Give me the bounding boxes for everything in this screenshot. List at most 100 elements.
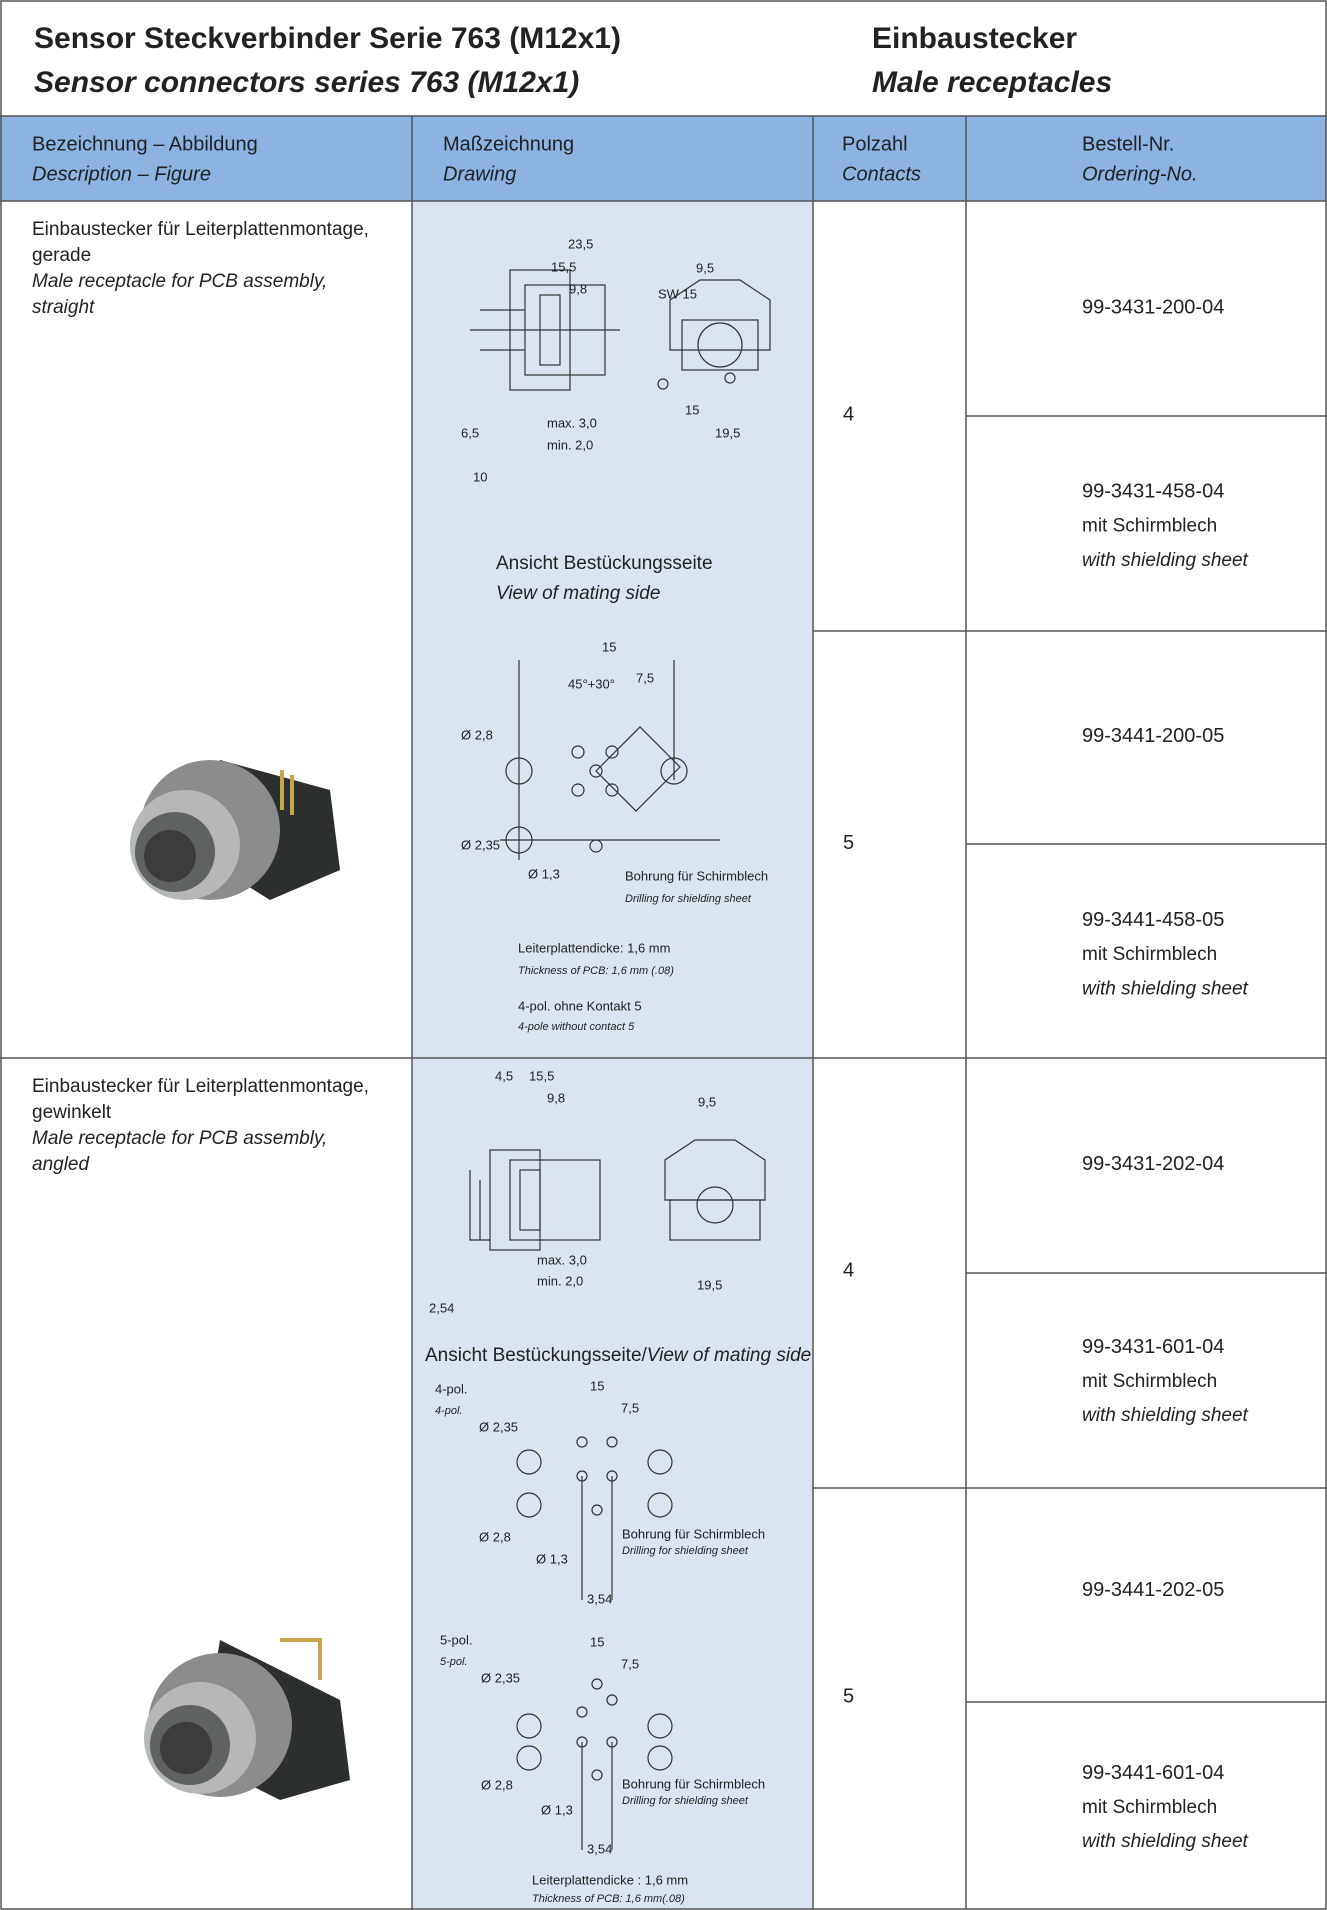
technical-drawings: [469, 269, 771, 1850]
dimension: 2,54: [429, 1300, 454, 1315]
pole-label: 4-pol.: [435, 1381, 468, 1396]
dimension: max. 3,0: [537, 1252, 587, 1267]
drilling-note: Bohrung für Schirmblech: [625, 868, 768, 883]
column-header-en: Contacts: [842, 163, 921, 185]
column-header: Maßzeichnung: [443, 133, 574, 155]
dimension: Ø 2,35: [479, 1419, 518, 1434]
dimension: 15,5: [529, 1068, 554, 1083]
view-caption: Ansicht Bestückungsseite/View of mating …: [425, 1345, 811, 1366]
drilling-note: Bohrung für Schirmblech: [622, 1776, 765, 1791]
column-header-en: Description – Figure: [32, 163, 211, 185]
drilling-note: Bohrung für Schirmblech: [622, 1526, 765, 1541]
dimension: 15,5: [551, 259, 576, 274]
drilling-note-en: Drilling for shielding sheet: [625, 893, 752, 905]
column-header: Bezeichnung – Abbildung: [32, 133, 258, 155]
dimension: 9,8: [547, 1090, 565, 1105]
description-en: angled: [32, 1154, 90, 1175]
column-header-en: Drawing: [443, 163, 516, 185]
product-photo: [144, 1638, 350, 1800]
order-note-en: with shielding sheet: [1082, 550, 1249, 571]
description: Einbaustecker für Leiterplattenmontage,: [32, 1076, 369, 1097]
title: Sensor Steckverbinder Serie 763 (M12x1): [34, 22, 621, 55]
pole-note: 4-pol. ohne Kontakt 5: [518, 998, 642, 1013]
dimension: max. 3,0: [547, 415, 597, 430]
dimension: Ø 2,8: [479, 1529, 511, 1544]
pole-label-en: 5-pol.: [440, 1656, 468, 1668]
description: gerade: [32, 245, 91, 266]
dimension: 6,5: [461, 425, 479, 440]
dimension: 10: [473, 469, 487, 484]
view-caption-part: Ansicht Bestückungsseite/: [425, 1345, 648, 1366]
contacts: 4: [843, 404, 854, 426]
contacts: 5: [843, 832, 854, 854]
dimension: min. 2,0: [547, 437, 593, 452]
order-number: 99-3441-202-05: [1082, 1579, 1224, 1601]
order-number: 99-3441-458-05: [1082, 909, 1224, 931]
order-note: mit Schirmblech: [1082, 516, 1217, 537]
dimension: 7,5: [636, 670, 654, 685]
order-note-en: with shielding sheet: [1082, 1831, 1249, 1852]
subtitle: Einbaustecker: [872, 22, 1077, 55]
order-number: 99-3441-200-05: [1082, 725, 1224, 747]
column-header: Bestell-Nr.: [1082, 133, 1174, 155]
order-number: 99-3431-458-04: [1082, 481, 1224, 503]
dimension: 15: [602, 639, 616, 654]
product-photo: [130, 760, 340, 900]
dimension: 3,54: [587, 1841, 612, 1856]
pole-note-en: 4-pole without contact 5: [518, 1021, 635, 1033]
order-note: mit Schirmblech: [1082, 1371, 1217, 1392]
dimension: 9,5: [696, 260, 714, 275]
dimension: Ø 1,3: [536, 1551, 568, 1566]
column-header-en: Ordering-No.: [1082, 163, 1198, 185]
dimension: Ø 2,35: [461, 837, 500, 852]
dimension: 15: [590, 1378, 604, 1393]
dimension: 7,5: [621, 1400, 639, 1415]
header-row: [0, 116, 1327, 201]
order-number: 99-3441-601-04: [1082, 1762, 1224, 1784]
dimension: Ø 2,35: [481, 1670, 520, 1685]
title-en: Sensor connectors series 763 (M12x1): [34, 66, 579, 99]
dimension: SW 15: [658, 286, 697, 301]
order-note: mit Schirmblech: [1082, 1797, 1217, 1818]
dimension: 3,54: [587, 1591, 612, 1606]
description: Einbaustecker für Leiterplattenmontage,: [32, 219, 369, 240]
order-number: 99-3431-200-04: [1082, 296, 1224, 318]
dimension: 9,5: [698, 1094, 716, 1109]
dimension: 19,5: [715, 425, 740, 440]
drawing-column: [412, 201, 813, 1910]
dimension: 19,5: [697, 1277, 722, 1292]
view-caption: Ansicht Bestückungsseite: [496, 553, 713, 574]
contacts: 5: [843, 1685, 854, 1707]
description-en: Male receptacle for PCB assembly,: [32, 271, 327, 292]
pcb-note: Leiterplattendicke: 1,6 mm: [518, 940, 670, 955]
column-header: Polzahl: [842, 133, 908, 155]
pcb-note-en: Thickness of PCB: 1,6 mm (.08): [518, 965, 674, 977]
dimension: Ø 1,3: [541, 1802, 573, 1817]
dimension: Ø 2,8: [481, 1777, 513, 1792]
order-number: 99-3431-601-04: [1082, 1336, 1224, 1358]
description-en: Male receptacle for PCB assembly,: [32, 1128, 327, 1149]
dimension: 45°+30°: [568, 676, 615, 691]
pole-label: 5-pol.: [440, 1632, 473, 1647]
dimension: 23,5: [568, 236, 593, 251]
dimension: 9,8: [569, 281, 587, 296]
order-note-en: with shielding sheet: [1082, 978, 1249, 999]
pole-label-en: 4-pol.: [435, 1405, 463, 1417]
drilling-note-en: Drilling for shielding sheet: [622, 1795, 749, 1807]
dimension: Ø 2,8: [461, 727, 493, 742]
dimension: 15: [685, 402, 699, 417]
order-number: 99-3431-202-04: [1082, 1153, 1224, 1175]
pcb-note: Leiterplattendicke : 1,6 mm: [532, 1872, 688, 1887]
view-caption-part: View of mating side: [647, 1345, 811, 1366]
pcb-note-en: Thickness of PCB: 1,6 mm(.08): [532, 1893, 685, 1905]
subtitle-en: Male receptacles: [872, 66, 1112, 99]
dimension: Ø 1,3: [528, 866, 560, 881]
description: gewinkelt: [32, 1102, 112, 1123]
view-caption-en: View of mating side: [496, 583, 660, 604]
dimension: 15: [590, 1634, 604, 1649]
description-en: straight: [32, 297, 95, 318]
drilling-note-en: Drilling for shielding sheet: [622, 1545, 749, 1557]
order-note: mit Schirmblech: [1082, 944, 1217, 965]
